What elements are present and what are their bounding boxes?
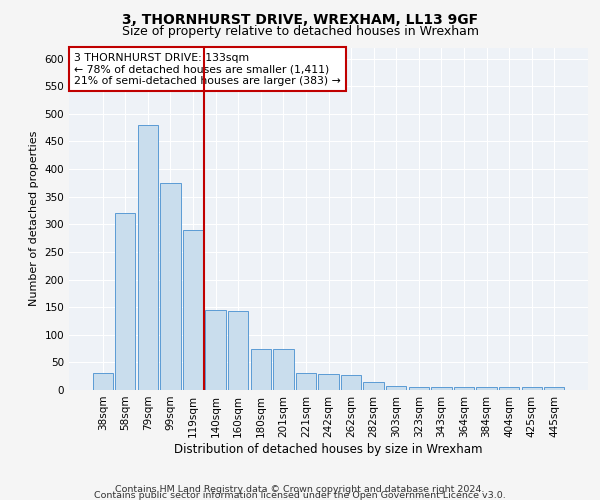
- Text: Contains public sector information licensed under the Open Government Licence v3: Contains public sector information licen…: [94, 491, 506, 500]
- Bar: [341, 375, 361, 390]
- Bar: [296, 374, 316, 390]
- Bar: [228, 311, 248, 390]
- Bar: [544, 387, 565, 390]
- Text: 3, THORNHURST DRIVE, WREXHAM, LL13 9GF: 3, THORNHURST DRIVE, WREXHAM, LL13 9GF: [122, 12, 478, 26]
- X-axis label: Distribution of detached houses by size in Wrexham: Distribution of detached houses by size …: [174, 442, 483, 456]
- Bar: [115, 213, 136, 390]
- Bar: [160, 183, 181, 390]
- Text: 3 THORNHURST DRIVE: 133sqm
← 78% of detached houses are smaller (1,411)
21% of s: 3 THORNHURST DRIVE: 133sqm ← 78% of deta…: [74, 52, 341, 86]
- Bar: [409, 387, 429, 390]
- Text: Size of property relative to detached houses in Wrexham: Size of property relative to detached ho…: [121, 25, 479, 38]
- Bar: [454, 387, 474, 390]
- Bar: [499, 387, 519, 390]
- Y-axis label: Number of detached properties: Number of detached properties: [29, 131, 39, 306]
- Bar: [92, 374, 113, 390]
- Bar: [273, 349, 293, 390]
- Bar: [386, 386, 406, 390]
- Bar: [476, 387, 497, 390]
- Bar: [251, 348, 271, 390]
- Bar: [138, 125, 158, 390]
- Text: Contains HM Land Registry data © Crown copyright and database right 2024.: Contains HM Land Registry data © Crown c…: [115, 484, 485, 494]
- Bar: [364, 382, 384, 390]
- Bar: [205, 310, 226, 390]
- Bar: [183, 230, 203, 390]
- Bar: [431, 387, 452, 390]
- Bar: [319, 374, 338, 390]
- Bar: [521, 387, 542, 390]
